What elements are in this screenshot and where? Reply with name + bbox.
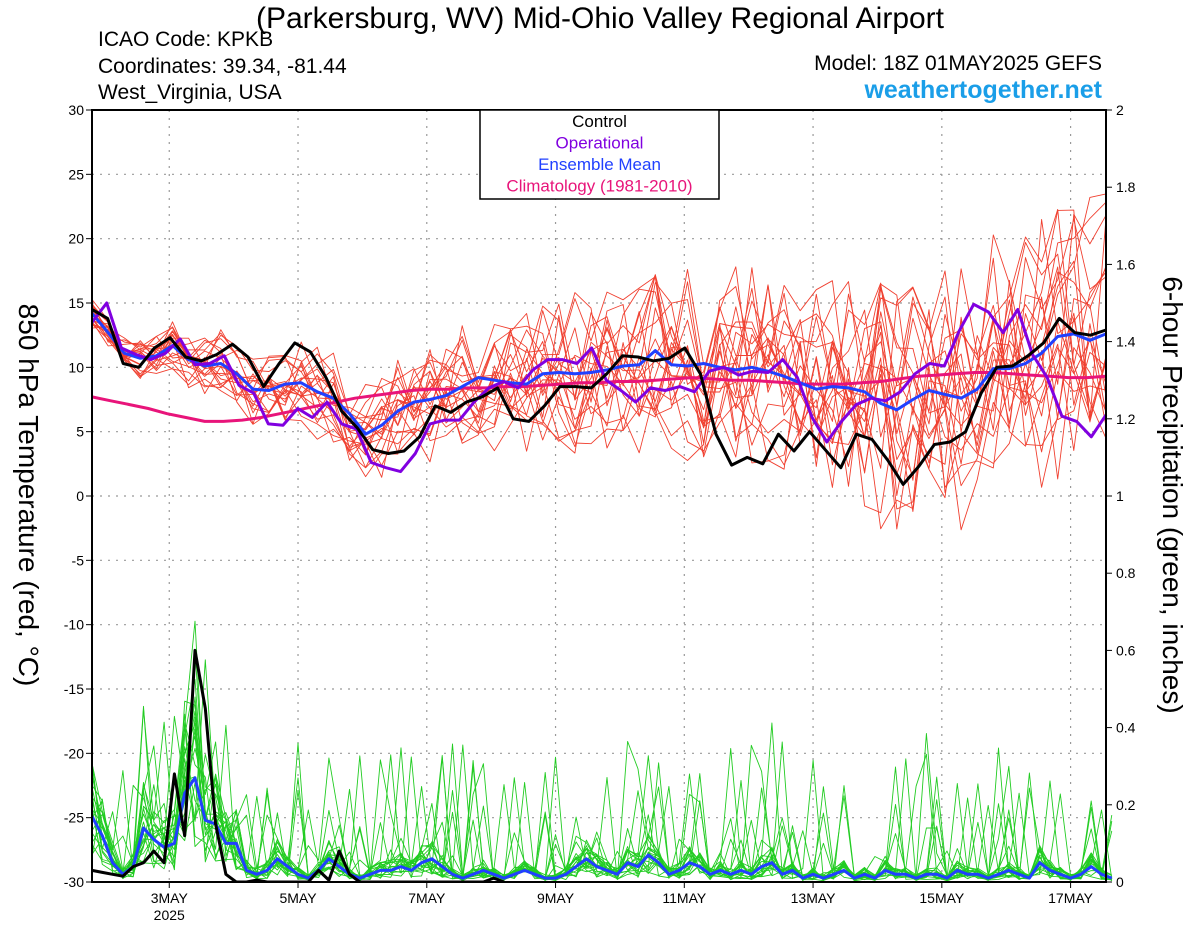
x-tick-label: 5MAY bbox=[279, 890, 317, 906]
member-temp-line bbox=[91, 281, 1107, 466]
legend-entry: Climatology (1981-2010) bbox=[506, 177, 692, 196]
ensemble-mean-temp-line bbox=[90, 312, 1107, 436]
member-temp-line bbox=[91, 266, 1107, 530]
x-tick-label: 9MAY bbox=[537, 890, 575, 906]
site-name: weathertogether.net bbox=[864, 76, 1102, 104]
y2-tick-label: 2 bbox=[1116, 102, 1124, 118]
ensemble-mean-precip-line bbox=[90, 776, 1113, 880]
y-tick-label: -15 bbox=[64, 681, 84, 697]
frame-mask bbox=[0, 883, 1200, 891]
x-tick-label: 3MAY bbox=[151, 890, 189, 906]
legend-box bbox=[479, 109, 720, 200]
member-temp-line bbox=[91, 234, 1107, 510]
y-tick-label: 20 bbox=[68, 231, 84, 247]
legend-entry: Ensemble Mean bbox=[538, 155, 661, 174]
y-tick-label: 15 bbox=[68, 295, 84, 311]
x-tick-sublabel: 2025 bbox=[154, 907, 185, 923]
member-temp-line bbox=[91, 274, 1107, 488]
control-temp-line bbox=[91, 308, 1107, 486]
chart-title: (Parkersburg, WV) Mid-Ohio Valley Region… bbox=[255, 2, 945, 35]
y2-tick-label: 1.4 bbox=[1116, 334, 1136, 350]
icao-code: ICAO Code: KPKB bbox=[98, 28, 274, 51]
legend-entry: Control bbox=[572, 112, 627, 131]
legend-entry: Operational bbox=[556, 134, 644, 153]
member-precip-line bbox=[91, 679, 1113, 882]
y2-tick-label: 1.6 bbox=[1116, 256, 1136, 272]
y2-tick-label: 0.2 bbox=[1116, 797, 1136, 813]
y-tick-label: -10 bbox=[64, 617, 84, 633]
y-tick-label: -25 bbox=[64, 810, 84, 826]
region: West_Virginia, USA bbox=[98, 81, 282, 104]
y-tick-label: 0 bbox=[76, 488, 84, 504]
y2-tick-label: 0.8 bbox=[1116, 565, 1136, 581]
y2-tick-label: 0.6 bbox=[1116, 642, 1136, 658]
y-tick-label: 5 bbox=[76, 424, 84, 440]
y-tick-label: 30 bbox=[68, 102, 84, 118]
y2-tick-label: 0 bbox=[1116, 874, 1124, 890]
y2-tick-label: 1.2 bbox=[1116, 411, 1136, 427]
x-tick-label: 11MAY bbox=[662, 890, 706, 906]
operational-temp-line bbox=[90, 301, 1108, 474]
x-tick-label: 15MAY bbox=[919, 890, 965, 906]
y-tick-label: 25 bbox=[68, 166, 84, 182]
member-temp-line bbox=[91, 217, 1107, 487]
coordinates: Coordinates: 39.34, -81.44 bbox=[98, 55, 347, 78]
model-run: Model: 18Z 01MAY2025 GEFS bbox=[814, 52, 1102, 75]
member-temp-line bbox=[91, 274, 1107, 480]
member-precip-line bbox=[91, 708, 1113, 882]
y2-tick-label: 1 bbox=[1116, 488, 1124, 504]
y-tick-label: 10 bbox=[68, 359, 84, 375]
y-tick-label: -30 bbox=[64, 874, 84, 890]
x-tick-label: 7MAY bbox=[408, 890, 446, 906]
member-precip-line bbox=[91, 744, 1113, 882]
y2-tick-label: 1.8 bbox=[1116, 179, 1136, 195]
y2-tick-label: 0.4 bbox=[1116, 720, 1136, 736]
x-tick-label: 17MAY bbox=[1048, 890, 1094, 906]
y-tick-label: -20 bbox=[64, 745, 84, 761]
member-precip-line bbox=[91, 620, 1113, 881]
x-tick-label: 13MAY bbox=[791, 890, 837, 906]
y-tick-label: -5 bbox=[72, 552, 85, 568]
member-precip-line bbox=[91, 733, 1112, 881]
member-precip-line bbox=[91, 716, 1113, 882]
